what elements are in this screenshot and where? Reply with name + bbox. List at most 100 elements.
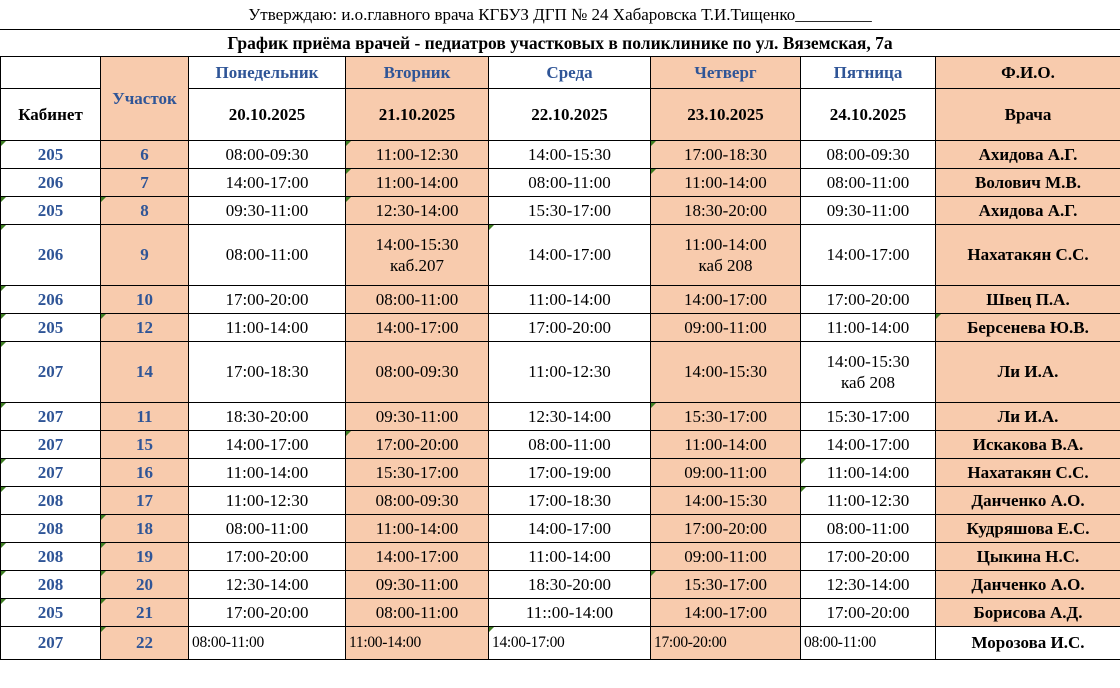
column-header-cabinet [0,56,101,89]
doctor-name-cell: Борисова А.Д. [935,598,1120,627]
time-cell-friday: 14:00-15:30 каб 208 [800,341,936,403]
table-body: 205 6 08:00-09:30 11:00-12:30 14:00-15:30 17:… [0,140,1120,660]
time-cell-monday: 17:00-20:00 [188,542,346,571]
cabinet-cell: 208 [0,514,101,543]
column-header-friday: Пятница [800,56,936,89]
time-cell-friday: 08:00-11:00 [800,168,936,197]
table-row: 208 18 08:00-11:00 11:00-14:00 14:00-17:00 17… [0,514,1120,543]
cabinet-cell: 207 [0,341,101,403]
schedule-table: Участок Понедельник Вторник Среда Четверг Пят… [0,56,1120,660]
cabinet-cell: 206 [0,285,101,314]
time-cell-wednesday: 14:00-17:00 [488,514,651,543]
column-header-uchastok: Участок [100,56,189,141]
cabinet-cell: 206 [0,224,101,286]
time-cell-wednesday: 18:30-20:00 [488,570,651,599]
time-cell-thursday: 09:00-11:00 [650,458,801,487]
uchastok-cell: 12 [100,313,189,342]
time-cell-tuesday: 08:00-11:00 [345,598,489,627]
time-cell-thursday: 14:00-17:00 [650,285,801,314]
time-cell-monday: 11:00-14:00 [188,313,346,342]
column-header-thursday: Четверг [650,56,801,89]
time-cell-thursday: 14:00-15:30 [650,341,801,403]
doctor-name-cell: Ли И.А. [935,341,1120,403]
table-row: 208 19 17:00-20:00 14:00-17:00 11:00-14:00 09… [0,542,1120,571]
time-cell-monday: 14:00-17:00 [188,168,346,197]
time-cell-friday: 11:00-14:00 [800,458,936,487]
time-cell-monday: 18:30-20:00 [188,402,346,431]
time-cell-monday: 11:00-12:30 [188,486,346,515]
cabinet-cell: 205 [0,598,101,627]
time-cell-wednesday: 11:00-14:00 [488,542,651,571]
table-row: 207 11 18:30-20:00 09:30-11:00 12:30-14:00 15… [0,402,1120,431]
time-cell-wednesday: 12:30-14:00 [488,402,651,431]
time-cell-monday: 08:00-09:30 [188,140,346,169]
uchastok-cell: 14 [100,341,189,403]
time-cell-monday: 12:30-14:00 [188,570,346,599]
cabinet-cell: 208 [0,542,101,571]
column-subheader-monday: 20.10.2025 [188,88,346,141]
table-row: 207 22 08:00-11:00 11:00-14:00 14:00-17:00 17… [0,626,1120,660]
doctor-name-cell: Данченко А.О. [935,570,1120,599]
uchastok-cell: 16 [100,458,189,487]
cabinet-cell: 207 [0,430,101,459]
time-cell-tuesday: 12:30-14:00 [345,196,489,225]
doctor-name-cell: Ли И.А. [935,402,1120,431]
time-cell-friday: 08:00-11:00 [800,626,936,660]
time-cell-thursday: 14:00-17:00 [650,598,801,627]
uchastok-cell: 8 [100,196,189,225]
time-cell-wednesday: 15:30-17:00 [488,196,651,225]
column-subheader-wednesday: 22.10.2025 [488,88,651,141]
uchastok-cell: 7 [100,168,189,197]
cabinet-cell: 205 [0,140,101,169]
uchastok-cell: 19 [100,542,189,571]
doctor-name-cell: Волович М.В. [935,168,1120,197]
time-cell-tuesday: 14:00-15:30 каб.207 [345,224,489,286]
table-row: 207 16 11:00-14:00 15:30-17:00 17:00-19:00 09… [0,458,1120,487]
table-row: 208 17 11:00-12:30 08:00-09:30 17:00-18:30 14… [0,486,1120,515]
table-row: 205 12 11:00-14:00 14:00-17:00 17:00-20:00 09… [0,313,1120,342]
time-cell-tuesday: 11:00-14:00 [345,514,489,543]
column-subheader-cabinet: Кабинет [0,88,101,141]
time-cell-monday: 17:00-20:00 [188,598,346,627]
time-cell-thursday: 11:00-14:00 каб 208 [650,224,801,286]
time-cell-wednesday: 08:00-11:00 [488,430,651,459]
column-subheader-fio: Врача [935,88,1120,141]
doctor-name-cell: Нахатакян С.С. [935,458,1120,487]
table-header: Участок Понедельник Вторник Среда Четверг Пят… [0,56,1120,141]
time-cell-friday: 14:00-17:00 [800,430,936,459]
time-cell-wednesday: 14:00-15:30 [488,140,651,169]
time-cell-friday: 17:00-20:00 [800,542,936,571]
table-row: 207 15 14:00-17:00 17:00-20:00 08:00-11:00 11… [0,430,1120,459]
time-cell-tuesday: 14:00-17:00 [345,542,489,571]
time-cell-tuesday: 14:00-17:00 [345,313,489,342]
time-cell-friday: 17:00-20:00 [800,598,936,627]
time-cell-friday: 08:00-11:00 [800,514,936,543]
time-cell-wednesday: 11:00-14:00 [488,285,651,314]
uchastok-cell: 11 [100,402,189,431]
uchastok-cell: 22 [100,626,189,660]
time-cell-thursday: 15:30-17:00 [650,570,801,599]
time-cell-thursday: 11:00-14:00 [650,168,801,197]
time-cell-wednesday: 14:00-17:00 [488,626,651,660]
column-subheader-tuesday: 21.10.2025 [345,88,489,141]
uchastok-cell: 21 [100,598,189,627]
time-cell-thursday: 09:00-11:00 [650,542,801,571]
time-cell-tuesday: 08:00-11:00 [345,285,489,314]
cabinet-cell: 205 [0,196,101,225]
time-cell-friday: 12:30-14:00 [800,570,936,599]
time-cell-thursday: 11:00-14:00 [650,430,801,459]
doctor-name-cell: Нахатакян С.С. [935,224,1120,286]
time-cell-friday: 15:30-17:00 [800,402,936,431]
time-cell-wednesday: 08:00-11:00 [488,168,651,197]
time-cell-tuesday: 08:00-09:30 [345,341,489,403]
time-cell-thursday: 17:00-20:00 [650,626,801,660]
uchastok-cell: 15 [100,430,189,459]
time-cell-wednesday: 11::00-14:00 [488,598,651,627]
time-cell-tuesday: 09:30-11:00 [345,570,489,599]
time-cell-thursday: 18:30-20:00 [650,196,801,225]
time-cell-monday: 17:00-20:00 [188,285,346,314]
table-row: 205 21 17:00-20:00 08:00-11:00 11::00-14:00 1… [0,598,1120,627]
time-cell-tuesday: 17:00-20:00 [345,430,489,459]
doctor-name-cell: Ахидова А.Г. [935,196,1120,225]
